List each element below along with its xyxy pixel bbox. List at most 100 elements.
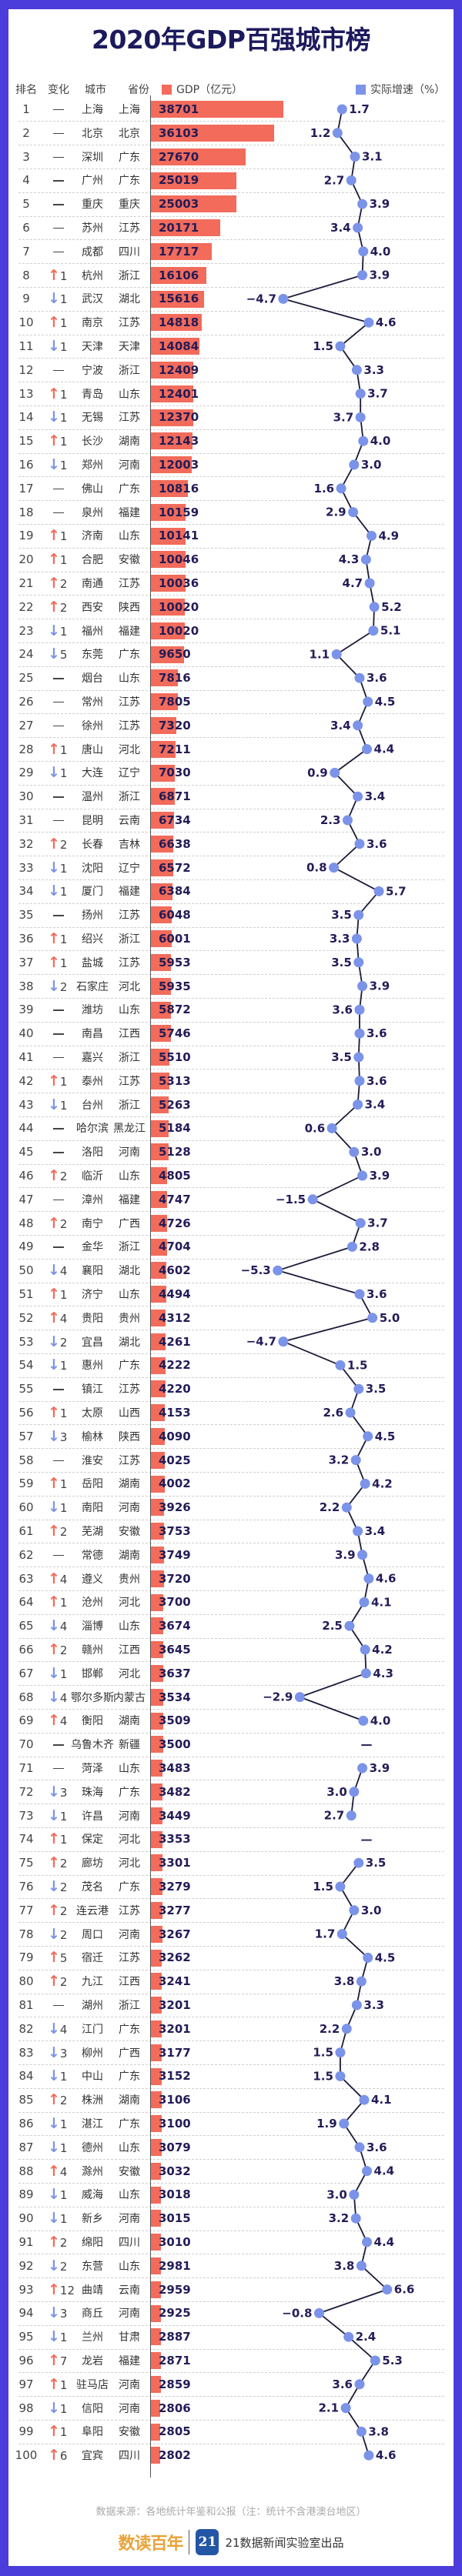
growth-label: 3.7	[333, 410, 354, 424]
gdp-bar	[151, 812, 174, 829]
table-row: 33 ↓1 沈阳 辽宁 6572	[0, 856, 462, 879]
row-separator	[18, 1946, 444, 1947]
rank-cell: 75	[18, 1856, 34, 1870]
gdp-bar	[151, 1997, 162, 2014]
gdp-bar	[151, 314, 202, 332]
legend-gdp-swatch	[162, 85, 172, 95]
province-cell: 山东	[119, 2189, 140, 2202]
rank-change: ↓1	[48, 409, 68, 426]
province-cell: 广东	[119, 151, 140, 164]
gdp-bar	[151, 1499, 165, 1517]
growth-label: 3.6	[332, 1003, 353, 1016]
growth-label: 3.9	[370, 1761, 390, 1775]
rank-change: ↑1	[48, 385, 68, 402]
gdp-value: 3267	[159, 1927, 191, 1941]
table-row: 27 徐州 江苏 7320	[0, 713, 462, 737]
rank-change: ↑1	[48, 953, 68, 971]
rank-change: ↓1	[48, 2114, 68, 2132]
province-cell: 陕西	[119, 601, 140, 614]
table-row: 35 扬州 江苏 6048	[0, 903, 462, 927]
growth-point	[353, 1857, 364, 1868]
rank-change: ↓2	[48, 977, 68, 995]
gdp-value: 3100	[159, 2116, 191, 2131]
table-row: 91 ↑2 绵阳 四川 3010	[0, 2231, 462, 2254]
gdp-value: 3645	[159, 1642, 191, 1657]
table-row: 79 ↑5 宿迁 江苏 3262	[0, 1946, 462, 1970]
rank-cell: 37	[18, 955, 34, 969]
row-separator	[18, 452, 444, 454]
gdp-value: 4704	[159, 1240, 191, 1254]
growth-label: 1.7	[315, 1927, 336, 1941]
gdp-value: 14818	[159, 315, 199, 330]
gdp-value: 4494	[159, 1286, 191, 1301]
rank-cell: 79	[18, 1950, 34, 1965]
rank-cell: 71	[18, 1760, 34, 1775]
city-cell: 徐州	[82, 719, 103, 732]
province-cell: 河南	[119, 1810, 140, 1823]
city-cell: 常德	[82, 1549, 103, 1562]
row-separator	[18, 1211, 444, 1213]
growth-point	[353, 909, 364, 920]
row-separator	[18, 2111, 444, 2113]
row-separator	[18, 263, 444, 265]
growth-label: 2.7	[324, 1809, 345, 1823]
rank-change: ↑2	[48, 1214, 68, 1232]
table-row: 61 ↑2 芜湖 安徽 3753	[0, 1520, 462, 1543]
growth-point	[335, 1881, 346, 1892]
gdp-bar	[151, 1167, 168, 1185]
province-cell: 河南	[119, 1928, 140, 1941]
growth-point	[363, 2450, 374, 2461]
growth-point	[357, 270, 368, 281]
gdp-value: 3483	[159, 1760, 191, 1775]
gdp-value: 5746	[159, 1026, 191, 1041]
row-separator	[18, 1661, 444, 1663]
table-row: 63 ↑4 遵义 贵州 3720	[0, 1567, 462, 1590]
growth-point	[339, 2118, 350, 2129]
no-change-dash	[53, 369, 64, 372]
province-cell: 四川	[119, 2236, 140, 2249]
growth-point	[349, 1787, 360, 1797]
province-cell: 浙江	[119, 364, 140, 377]
growth-point	[367, 530, 377, 541]
growth-point	[363, 1573, 374, 1584]
table-row: 52 ↑4 贵阳 贵州 4312	[0, 1306, 462, 1330]
growth-label: 2.2	[320, 1500, 340, 1514]
rank-change: ↑5	[48, 1949, 68, 1967]
rank-cell: 38	[18, 979, 34, 993]
table-row: 88 ↑4 滁州 安徽 3032	[0, 2159, 462, 2183]
province-cell: 天津	[119, 340, 140, 353]
province-cell: 河北	[119, 980, 140, 993]
rank-cell: 34	[18, 884, 34, 899]
city-cell: 福州	[82, 625, 103, 638]
rank-cell: 26	[18, 694, 34, 709]
table-row: 74 ↑1 保定 河北 3353	[0, 1827, 462, 1851]
rank-change: ↓1	[48, 2186, 68, 2204]
growth-point	[367, 1313, 378, 1323]
rank-change: ↓1	[48, 2328, 68, 2346]
province-cell: 江苏	[119, 1075, 140, 1088]
no-change-dash	[53, 1767, 64, 1770]
legend-gdp-label: GDP（亿元）	[176, 84, 243, 96]
gdp-value: 36103	[159, 125, 199, 140]
growth-line-segment	[331, 1103, 359, 1130]
gdp-value: 3010	[159, 2234, 191, 2249]
gdp-value: 12409	[159, 362, 199, 377]
table-row: 81 湖州 浙江 3201	[0, 1994, 462, 2017]
gdp-value: 25003	[159, 197, 199, 212]
city-cell: 龙岩	[82, 2354, 103, 2367]
province-cell: 福建	[119, 886, 140, 899]
rank-change: ↑2	[48, 574, 68, 592]
rank-cell: 27	[18, 718, 34, 732]
growth-point	[355, 389, 366, 399]
growth-point	[353, 1052, 364, 1063]
growth-point	[342, 815, 353, 826]
growth-label: 1.5	[347, 1358, 368, 1372]
rank-cell: 19	[18, 529, 34, 543]
gdp-bar	[151, 1286, 166, 1303]
province-cell: 福建	[119, 1193, 140, 1206]
row-separator	[18, 1898, 444, 1900]
gdp-bar	[151, 2328, 161, 2346]
city-cell: 周口	[82, 1928, 103, 1941]
header-province: 省份	[128, 84, 149, 96]
gdp-value: 7211	[159, 742, 191, 756]
